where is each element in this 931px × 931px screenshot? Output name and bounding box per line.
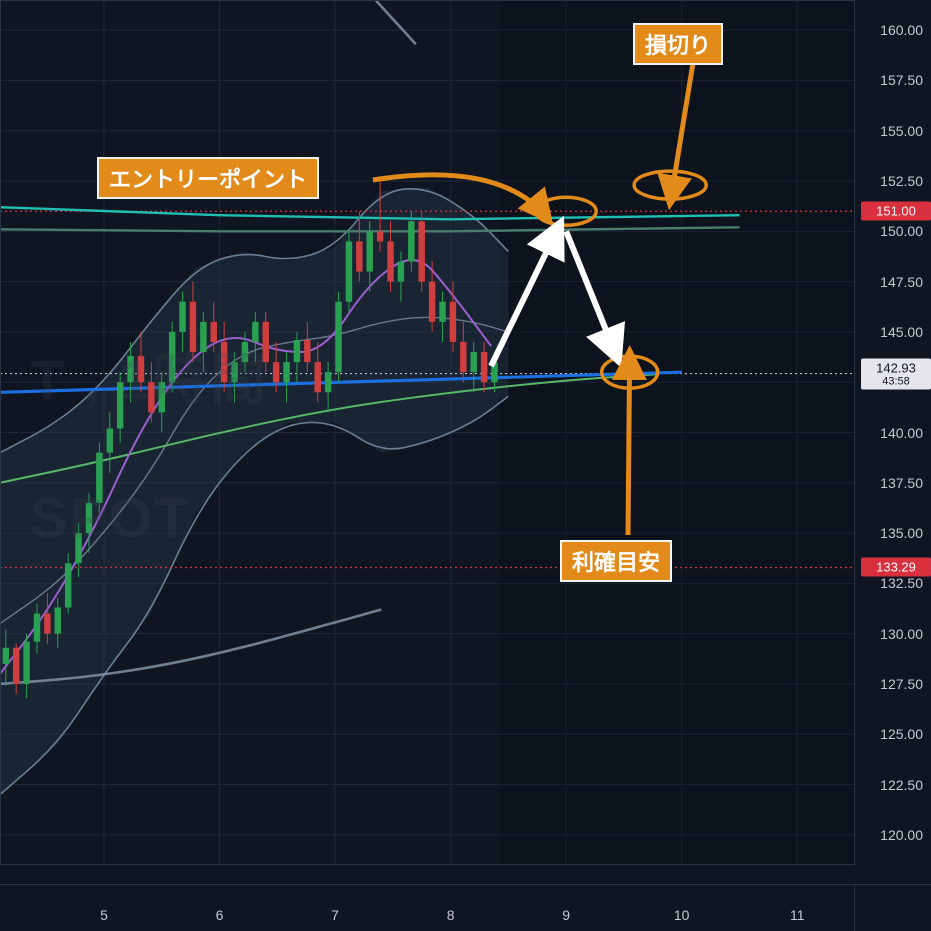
y-tick-label: 157.50 xyxy=(880,72,923,88)
price-marker: 142.9343:58 xyxy=(861,358,931,389)
y-tick-label: 145.00 xyxy=(880,324,923,340)
x-tick-label: 10 xyxy=(674,907,690,923)
price-marker: 151.00 xyxy=(861,202,931,221)
annotation-stoploss: 損切り xyxy=(633,23,723,65)
y-tick-label: 160.00 xyxy=(880,22,923,38)
x-tick-label: 5 xyxy=(100,907,108,923)
annotation-entry: エントリーポイント xyxy=(97,157,319,199)
x-tick-label: 6 xyxy=(216,907,224,923)
y-tick-label: 152.50 xyxy=(880,173,923,189)
y-axis: 120.00 122.50 125.00 127.50 130.00 132.50 135.… xyxy=(854,0,931,865)
y-tick-label: 120.00 xyxy=(880,827,923,843)
y-tick-label: 122.50 xyxy=(880,777,923,793)
y-tick-label: 155.00 xyxy=(880,123,923,139)
y-tick-label: 150.00 xyxy=(880,223,923,239)
y-tick-label: 125.00 xyxy=(880,726,923,742)
x-tick-label: 7 xyxy=(331,907,339,923)
chart-container: 120.00 122.50 125.00 127.50 130.00 132.50 135.… xyxy=(0,0,931,931)
x-tick-label: 9 xyxy=(562,907,570,923)
annotation-takeprofit: 利確目安 xyxy=(560,540,672,582)
watermark-text: T , 1時間 xyxy=(30,335,268,416)
y-tick-label: 147.50 xyxy=(880,274,923,290)
x-axis: 5 6 7 8 9 10 11 xyxy=(0,884,855,931)
chart-plot[interactable] xyxy=(0,0,855,865)
y-tick-label: 130.00 xyxy=(880,626,923,642)
price-marker: 133.29 xyxy=(861,558,931,577)
y-tick-label: 132.50 xyxy=(880,575,923,591)
watermark-text: SPOT xyxy=(30,485,190,550)
y-tick-label: 127.50 xyxy=(880,676,923,692)
x-tick-label: 8 xyxy=(447,907,455,923)
y-tick-label: 137.50 xyxy=(880,475,923,491)
x-tick-label: 11 xyxy=(790,907,805,923)
y-tick-label: 140.00 xyxy=(880,425,923,441)
y-tick-label: 135.00 xyxy=(880,525,923,541)
